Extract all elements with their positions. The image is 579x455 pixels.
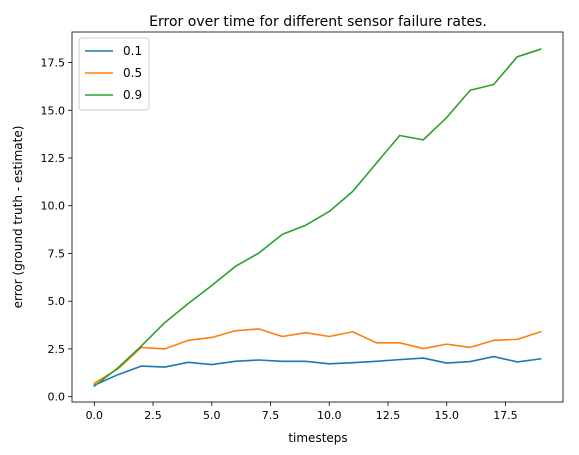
- chart-title: Error over time for different sensor fai…: [149, 14, 487, 30]
- y-axis-label: error (ground truth - estimate): [11, 126, 25, 309]
- y-tick-label: 5.0: [48, 295, 66, 308]
- plot-frame: [71, 31, 564, 403]
- y-tick-label: 0.0: [48, 391, 66, 404]
- y-axis: 0.0 2.5 5.0 7.5 10.0 12.5 15.0 17.5: [41, 57, 72, 404]
- legend-label: 0.9: [123, 88, 142, 102]
- legend-box: [78, 37, 150, 111]
- x-tick-label: 7.5: [262, 409, 280, 422]
- y-tick-label: 15.0: [41, 104, 66, 117]
- series-line-0-1: [93, 355, 542, 387]
- x-tick-label: 12.5: [376, 409, 401, 422]
- y-tick-label: 10.0: [41, 200, 66, 213]
- x-tick-label: 5.0: [203, 409, 221, 422]
- x-tick-label: 0.0: [86, 409, 104, 422]
- y-tick-label: 2.5: [48, 343, 66, 356]
- y-tick-label: 7.5: [48, 247, 66, 260]
- y-tick-label: 17.5: [41, 57, 66, 70]
- plot-lines: [93, 48, 542, 388]
- x-axis-label: timesteps: [288, 431, 347, 445]
- legend: 0.1 0.5 0.9: [78, 37, 150, 111]
- x-axis: 0.0 2.5 5.0 7.5 10.0 12.5 15.0 17.5: [86, 402, 518, 422]
- legend-label: 0.1: [123, 44, 142, 58]
- x-tick-label: 15.0: [434, 409, 459, 422]
- x-tick-label: 17.5: [493, 409, 518, 422]
- x-tick-label: 10.0: [317, 409, 342, 422]
- series-line-0-9: [93, 48, 542, 388]
- legend-label: 0.5: [123, 66, 142, 80]
- series-line-0-5: [93, 328, 542, 385]
- x-tick-label: 2.5: [144, 409, 162, 422]
- y-tick-label: 12.5: [41, 152, 66, 165]
